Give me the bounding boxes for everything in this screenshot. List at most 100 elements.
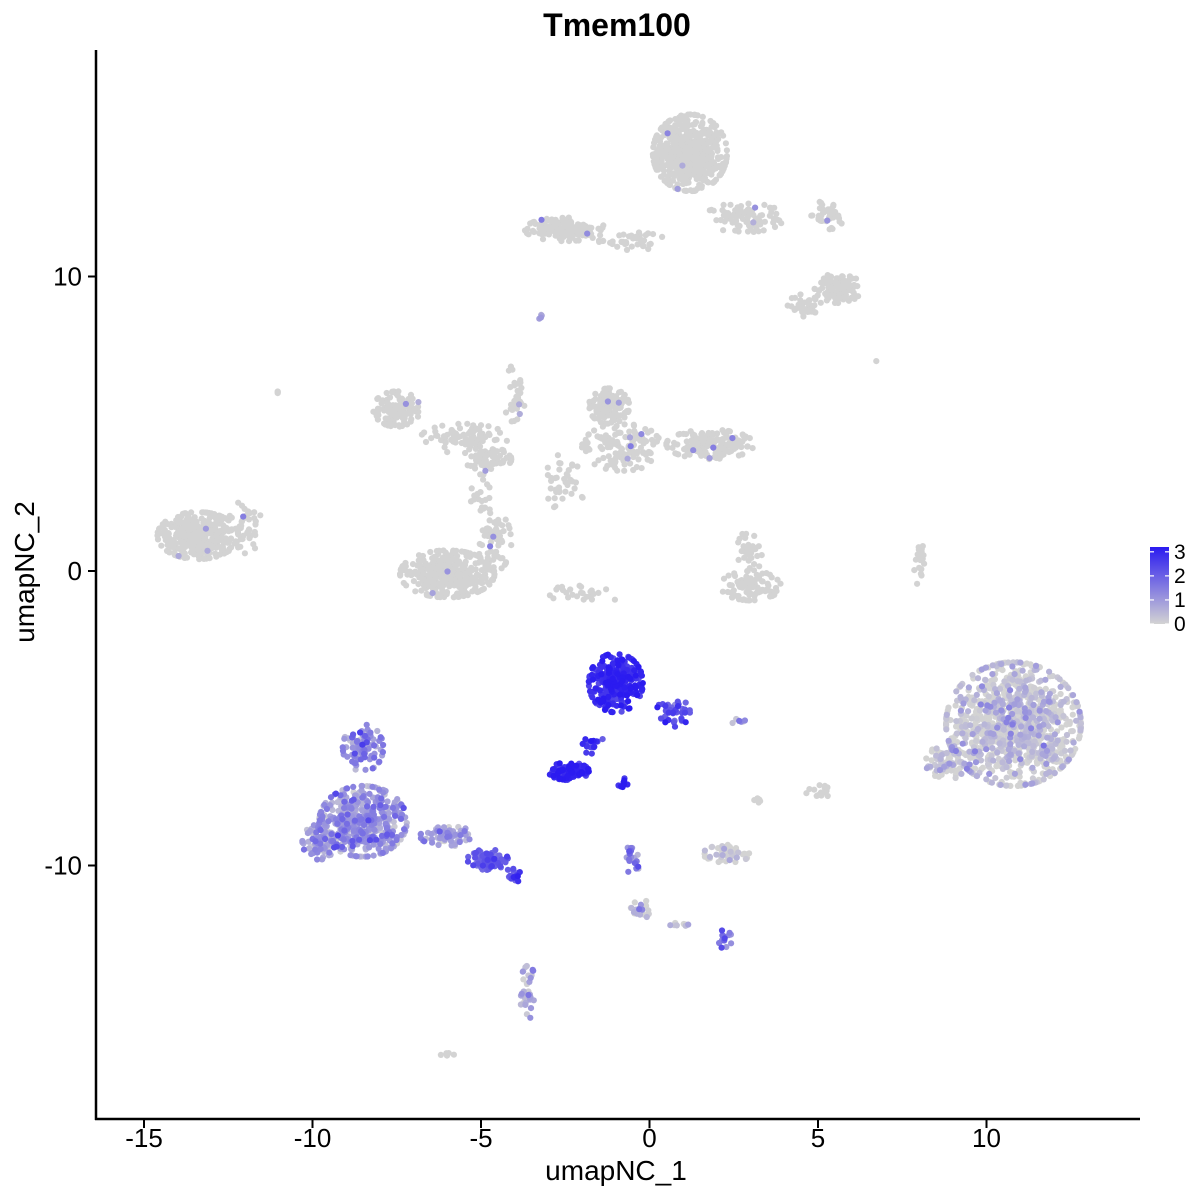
data-point	[739, 530, 746, 538]
data-point	[585, 431, 592, 438]
data-point	[685, 122, 693, 129]
data-point	[241, 550, 248, 557]
data-point	[626, 857, 633, 865]
data-point	[986, 770, 993, 778]
data-point	[486, 517, 493, 524]
data-point	[1051, 769, 1058, 777]
data-point	[948, 767, 955, 774]
data-point	[826, 209, 833, 217]
data-point	[732, 444, 740, 451]
data-point	[401, 826, 408, 833]
data-point	[953, 688, 960, 695]
data-point	[706, 455, 713, 462]
data-point	[999, 759, 1006, 766]
data-point	[397, 571, 404, 578]
data-point	[559, 587, 567, 594]
data-point	[376, 758, 383, 765]
data-point	[465, 853, 472, 861]
data-point	[257, 512, 264, 519]
data-point	[384, 831, 391, 838]
data-point	[361, 732, 368, 740]
data-point	[1006, 758, 1013, 765]
data-point	[251, 545, 259, 552]
data-point	[591, 461, 598, 468]
data-point	[773, 210, 780, 217]
data-point	[943, 711, 950, 719]
data-point	[673, 922, 680, 929]
data-point	[559, 495, 566, 502]
data-point	[1016, 685, 1023, 692]
data-point	[652, 136, 659, 143]
data-point	[426, 578, 433, 585]
data-point	[635, 456, 642, 463]
data-point	[746, 591, 753, 598]
data-point	[631, 899, 638, 906]
data-point	[690, 447, 697, 454]
data-point	[492, 847, 499, 854]
data-point	[573, 593, 581, 600]
data-point	[653, 166, 660, 173]
data-point	[1017, 678, 1024, 685]
data-point	[988, 779, 996, 786]
data-point	[998, 707, 1005, 714]
data-point	[711, 178, 718, 185]
data-point	[694, 441, 701, 448]
data-point	[170, 536, 177, 544]
data-point	[599, 446, 606, 453]
data-point	[1007, 730, 1014, 737]
data-point	[461, 828, 468, 835]
data-point	[982, 676, 989, 684]
data-point	[972, 737, 980, 744]
data-point	[726, 929, 733, 936]
data-point	[479, 558, 486, 565]
data-point	[386, 394, 394, 401]
data-point	[811, 786, 818, 793]
data-point	[224, 539, 231, 546]
data-point	[371, 742, 378, 749]
data-point	[370, 408, 377, 415]
data-point	[911, 567, 918, 574]
data-point	[487, 543, 494, 550]
data-point	[444, 568, 451, 575]
data-point	[442, 439, 449, 446]
data-point	[553, 230, 560, 237]
data-point	[579, 441, 586, 448]
data-point	[562, 488, 569, 495]
data-point	[1014, 696, 1021, 703]
data-point	[349, 843, 356, 850]
data-point	[745, 200, 752, 207]
data-point	[1073, 717, 1080, 724]
data-point	[596, 238, 603, 245]
data-point	[514, 380, 521, 387]
data-point	[363, 721, 370, 728]
data-point	[958, 770, 965, 778]
data-point	[693, 147, 701, 154]
data-point	[751, 597, 758, 604]
data-point	[439, 422, 446, 429]
data-point	[208, 527, 215, 534]
data-point	[763, 570, 770, 577]
data-point	[188, 544, 195, 551]
data-point	[920, 552, 927, 559]
data-point	[873, 358, 880, 365]
data-point	[427, 548, 434, 556]
data-point	[378, 832, 385, 840]
data-point	[1018, 723, 1025, 730]
data-point	[728, 443, 735, 450]
data-point	[443, 591, 450, 598]
data-point	[646, 241, 653, 248]
data-point	[708, 206, 715, 213]
data-point	[1022, 714, 1029, 722]
data-point	[510, 417, 518, 425]
data-point	[580, 596, 587, 603]
data-point	[178, 513, 185, 520]
data-point	[483, 459, 490, 466]
data-point	[817, 299, 824, 306]
data-point	[514, 395, 522, 402]
data-point	[507, 405, 514, 412]
data-point	[997, 781, 1004, 789]
data-point	[958, 695, 965, 702]
data-point	[946, 755, 953, 762]
data-point	[431, 580, 438, 588]
data-point	[1040, 742, 1047, 749]
